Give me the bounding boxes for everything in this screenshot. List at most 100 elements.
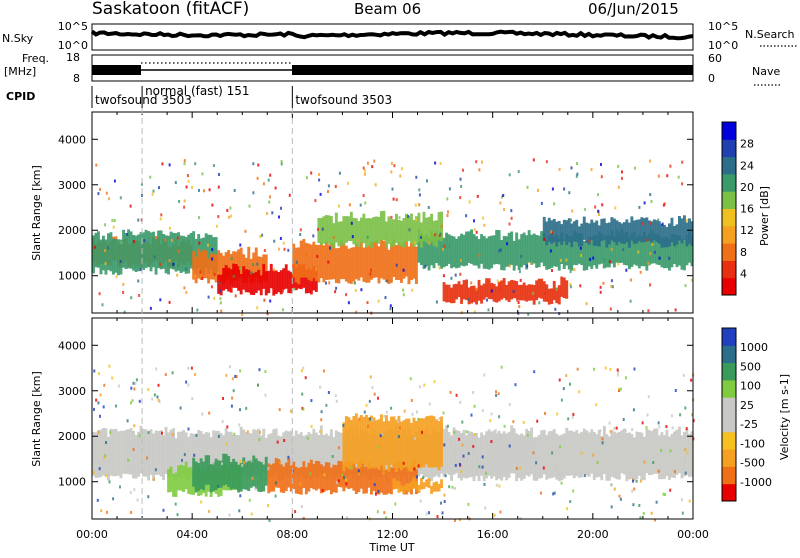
scatter-cell xyxy=(350,466,353,470)
scatter-cell xyxy=(368,399,371,403)
scatter-cell xyxy=(680,498,683,502)
scatter-cell xyxy=(310,399,313,403)
range-time-cell xyxy=(370,466,373,495)
range-time-cell xyxy=(517,434,521,478)
range-time-cell xyxy=(395,419,398,472)
scatter-cell xyxy=(183,159,186,163)
scatter-cell xyxy=(185,185,188,189)
range-time-cell xyxy=(322,216,326,244)
scatter-cell xyxy=(369,275,372,279)
range-time-cell xyxy=(385,221,388,248)
scatter-cell xyxy=(193,453,196,457)
range-time-cell xyxy=(405,241,408,277)
range-time-cell xyxy=(570,430,574,476)
range-time-cell xyxy=(670,433,674,478)
range-time-cell xyxy=(540,430,544,478)
range-time-cell xyxy=(359,460,363,489)
scatter-cell xyxy=(572,412,575,416)
range-time-cell xyxy=(415,216,418,245)
range-time-cell xyxy=(385,415,388,466)
scatter-cell xyxy=(250,459,253,463)
scatter-cell xyxy=(576,172,579,176)
scatter-cell xyxy=(221,420,224,424)
scatter-cell xyxy=(519,278,522,282)
range-time-cell xyxy=(437,483,441,492)
scatter-cell xyxy=(371,386,374,390)
scatter-cell xyxy=(454,518,456,522)
scatter-cell xyxy=(681,511,684,515)
range-time-cell xyxy=(425,234,428,267)
range-time-cell xyxy=(137,431,140,477)
range-time-cell xyxy=(352,416,356,465)
scatter-cell xyxy=(495,483,498,487)
range-time-cell xyxy=(427,415,431,468)
scatter-cell xyxy=(153,255,156,259)
colorbar-tick-label: 4 xyxy=(740,267,747,280)
scatter-cell xyxy=(446,424,449,428)
range-time-cell xyxy=(555,234,559,267)
colorbar-tick-label: 20 xyxy=(740,181,754,194)
range-time-cell xyxy=(119,239,123,275)
range-time-cell xyxy=(577,233,581,264)
range-time-cell xyxy=(462,234,466,267)
range-time-cell xyxy=(357,419,361,469)
range-time-cell xyxy=(680,218,684,244)
range-time-cell xyxy=(207,455,211,485)
scatter-cell xyxy=(190,366,193,370)
scatter-cell xyxy=(164,373,167,377)
scatter-cell xyxy=(459,400,462,404)
range-time-cell xyxy=(97,430,100,478)
range-time-cell xyxy=(425,217,428,243)
scatter-cell xyxy=(381,433,384,436)
range-time-cell xyxy=(304,467,308,495)
range-time-cell xyxy=(435,220,438,248)
range-time-cell xyxy=(495,286,499,303)
scatter-cell xyxy=(273,239,276,243)
scatter-cell xyxy=(362,166,365,170)
range-time-cell xyxy=(665,226,669,248)
scatter-cell xyxy=(141,194,143,197)
scatter-cell xyxy=(262,182,265,186)
scatter-cell xyxy=(217,272,220,275)
x-axis-label: Time UT xyxy=(368,541,414,554)
range-time-cell xyxy=(209,253,213,280)
range-time-cell xyxy=(625,219,629,243)
range-time-cell xyxy=(294,247,298,283)
range-time-cell xyxy=(475,236,478,266)
scatter-cell xyxy=(143,239,146,243)
range-time-cell xyxy=(267,463,271,494)
scatter-cell xyxy=(147,430,150,434)
range-time-cell xyxy=(329,429,333,476)
scatter-cell xyxy=(653,250,656,254)
range-time-cell xyxy=(417,418,421,469)
range-time-cell xyxy=(407,483,411,493)
scatter-cell xyxy=(583,474,586,478)
range-time-cell xyxy=(107,436,110,481)
range-time-cell xyxy=(334,248,338,283)
scatter-cell xyxy=(138,294,141,297)
scatter-cell xyxy=(134,264,137,268)
scatter-cell xyxy=(162,508,165,512)
scatter-cell xyxy=(571,209,574,213)
range-time-cell xyxy=(249,460,253,488)
range-time-cell xyxy=(467,287,471,305)
range-time-cell xyxy=(174,233,178,272)
range-time-cell xyxy=(234,461,238,490)
scatter-cell xyxy=(136,498,139,502)
range-time-cell xyxy=(615,432,619,480)
scatter-cell xyxy=(354,289,357,292)
scatter-cell xyxy=(671,414,673,418)
scatter-cell xyxy=(99,414,101,418)
scatter-cell xyxy=(299,482,302,486)
scatter-cell xyxy=(102,405,105,409)
scatter-cell xyxy=(239,369,242,373)
range-time-cell xyxy=(417,229,421,263)
scatter-cell xyxy=(560,481,563,485)
scatter-cell xyxy=(331,455,334,458)
range-time-cell xyxy=(527,430,531,477)
range-time-cell xyxy=(575,219,579,242)
range-time-cell xyxy=(287,270,291,294)
range-time-cell xyxy=(114,239,118,273)
range-time-cell xyxy=(562,239,566,269)
range-time-cell xyxy=(665,429,669,477)
